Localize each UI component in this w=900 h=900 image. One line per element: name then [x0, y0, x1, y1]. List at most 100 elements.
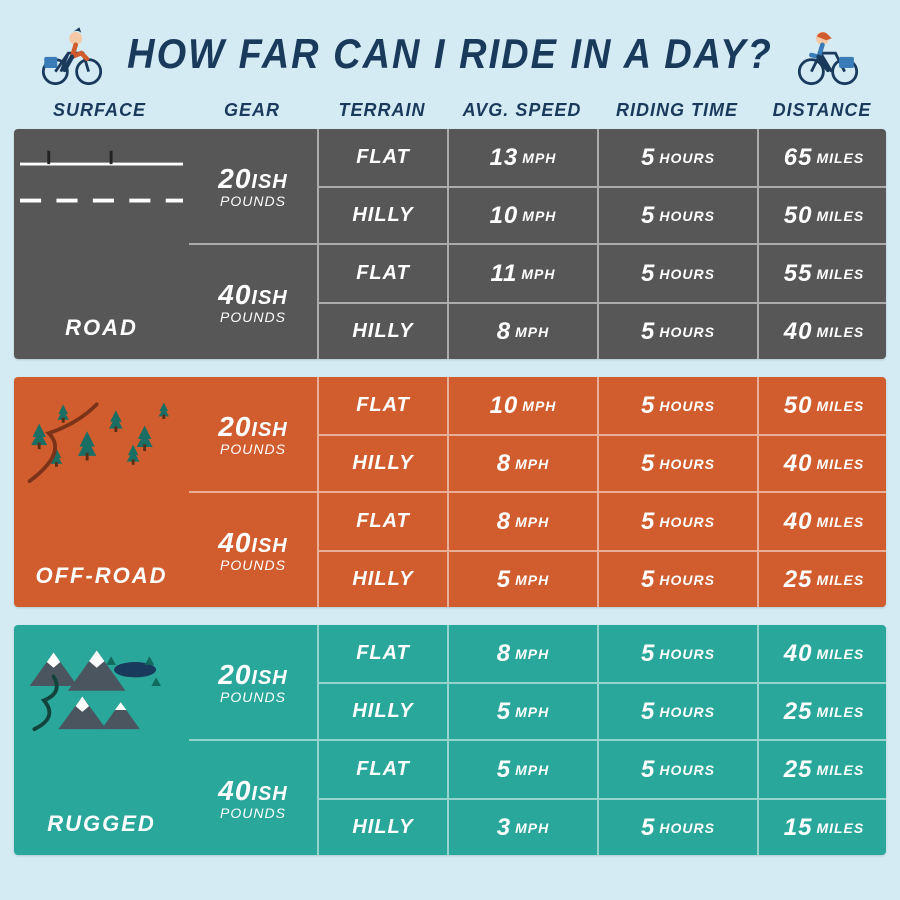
terrain-cell: HILLY [319, 800, 449, 855]
gear-cell: 40ISH POUNDS [189, 493, 319, 607]
gear-block: 40ISH POUNDSFLAT11MPH5HOURS55MILESHILLY8… [189, 243, 886, 359]
terrain-cell: HILLY [319, 188, 449, 243]
distance-cell: 25MILES [759, 684, 886, 739]
gear-block: 20ISH POUNDSFLAT13MPH5HOURS65MILESHILLY1… [189, 129, 886, 243]
speed-cell: 11MPH [449, 245, 599, 302]
terrain-cell: HILLY [319, 436, 449, 491]
section-rugged: RUGGED20ISH POUNDSFLAT8MPH5HOURS40MILESH… [14, 625, 886, 855]
terrain-cell: HILLY [319, 304, 449, 359]
speed-cell: 10MPH [449, 188, 599, 243]
gear-cell: 40ISH POUNDS [189, 741, 319, 855]
section-road: ROAD20ISH POUNDSFLAT13MPH5HOURS65MILESHI… [14, 129, 886, 359]
table-row: FLAT10MPH5HOURS50MILES [319, 377, 886, 434]
gear-unit: POUNDS [220, 309, 286, 325]
rows-wrap: 20ISH POUNDSFLAT10MPH5HOURS50MILESHILLY8… [189, 377, 886, 607]
distance-cell: 25MILES [759, 552, 886, 607]
table-row: HILLY3MPH5HOURS15MILES [319, 798, 886, 855]
cyclist-right-icon [791, 18, 865, 92]
rows-wrap: 20ISH POUNDSFLAT8MPH5HOURS40MILESHILLY5M… [189, 625, 886, 855]
table-row: FLAT13MPH5HOURS65MILES [319, 129, 886, 186]
table-row: FLAT5MPH5HOURS25MILES [319, 741, 886, 798]
table-row: HILLY8MPH5HOURS40MILES [319, 302, 886, 359]
distance-cell: 40MILES [759, 493, 886, 550]
table-row: HILLY8MPH5HOURS40MILES [319, 434, 886, 491]
time-cell: 5HOURS [599, 188, 759, 243]
gear-unit: POUNDS [220, 557, 286, 573]
time-cell: 5HOURS [599, 129, 759, 186]
distance-cell: 15MILES [759, 800, 886, 855]
header-gear: GEAR [187, 100, 317, 121]
table-row: FLAT8MPH5HOURS40MILES [319, 625, 886, 682]
distance-cell: 65MILES [759, 129, 886, 186]
terrain-cell: FLAT [319, 129, 449, 186]
terrain-cell: FLAT [319, 625, 449, 682]
terrain-cell: HILLY [319, 552, 449, 607]
time-cell: 5HOURS [599, 684, 759, 739]
time-cell: 5HOURS [599, 245, 759, 302]
column-headers: SURFACE GEAR TERRAIN AVG. SPEED RIDING T… [0, 100, 900, 129]
gear-block: 40ISH POUNDSFLAT5MPH5HOURS25MILESHILLY3M… [189, 739, 886, 855]
speed-cell: 8MPH [449, 436, 599, 491]
terrain-cell: FLAT [319, 493, 449, 550]
time-cell: 5HOURS [599, 436, 759, 491]
speed-cell: 10MPH [449, 377, 599, 434]
data-rows: FLAT5MPH5HOURS25MILESHILLY3MPH5HOURS15MI… [319, 741, 886, 855]
gear-cell: 20ISH POUNDS [189, 625, 319, 739]
data-rows: FLAT13MPH5HOURS65MILESHILLY10MPH5HOURS50… [319, 129, 886, 243]
speed-cell: 5MPH [449, 741, 599, 798]
surface-cell: RUGGED [14, 625, 189, 855]
gear-amount: 40ISH [218, 527, 288, 559]
time-cell: 5HOURS [599, 625, 759, 682]
time-cell: 5HOURS [599, 800, 759, 855]
rows-wrap: 20ISH POUNDSFLAT13MPH5HOURS65MILESHILLY1… [189, 129, 886, 359]
distance-cell: 50MILES [759, 377, 886, 434]
gear-unit: POUNDS [220, 441, 286, 457]
speed-cell: 5MPH [449, 684, 599, 739]
speed-cell: 8MPH [449, 493, 599, 550]
header-riding-time: RIDING TIME [597, 100, 757, 121]
terrain-cell: HILLY [319, 684, 449, 739]
trees-art-icon [20, 383, 183, 493]
speed-cell: 8MPH [449, 625, 599, 682]
data-rows: FLAT11MPH5HOURS55MILESHILLY8MPH5HOURS40M… [319, 245, 886, 359]
table-row: HILLY10MPH5HOURS50MILES [319, 186, 886, 243]
gear-unit: POUNDS [220, 193, 286, 209]
gear-cell: 20ISH POUNDS [189, 377, 319, 491]
terrain-cell: FLAT [319, 741, 449, 798]
header-avg-speed: AVG. SPEED [447, 100, 597, 121]
time-cell: 5HOURS [599, 552, 759, 607]
gear-block: 20ISH POUNDSFLAT8MPH5HOURS40MILESHILLY5M… [189, 625, 886, 739]
surface-cell: OFF-ROAD [14, 377, 189, 607]
time-cell: 5HOURS [599, 304, 759, 359]
gear-cell: 20ISH POUNDS [189, 129, 319, 243]
gear-amount: 20ISH [218, 659, 288, 691]
distance-cell: 40MILES [759, 304, 886, 359]
title-row: HOW FAR CAN I RIDE IN A DAY? [0, 0, 900, 100]
gear-amount: 40ISH [218, 279, 288, 311]
distance-cell: 50MILES [759, 188, 886, 243]
header-distance: DISTANCE [757, 100, 887, 121]
surface-label: RUGGED [47, 811, 156, 837]
gear-cell: 40ISH POUNDS [189, 245, 319, 359]
distance-cell: 55MILES [759, 245, 886, 302]
surface-cell: ROAD [14, 129, 189, 359]
section-off-road: OFF-ROAD20ISH POUNDSFLAT10MPH5HOURS50MIL… [14, 377, 886, 607]
mountains-art-icon [20, 631, 183, 741]
speed-cell: 13MPH [449, 129, 599, 186]
gear-amount: 40ISH [218, 775, 288, 807]
data-rows: FLAT8MPH5HOURS40MILESHILLY5MPH5HOURS25MI… [319, 493, 886, 607]
gear-block: 20ISH POUNDSFLAT10MPH5HOURS50MILESHILLY8… [189, 377, 886, 491]
header-surface: SURFACE [12, 100, 187, 121]
road-art-icon [20, 135, 183, 245]
table-row: FLAT8MPH5HOURS40MILES [319, 493, 886, 550]
table-row: HILLY5MPH5HOURS25MILES [319, 550, 886, 607]
gear-unit: POUNDS [220, 689, 286, 705]
speed-cell: 8MPH [449, 304, 599, 359]
speed-cell: 5MPH [449, 552, 599, 607]
gear-unit: POUNDS [220, 805, 286, 821]
gear-amount: 20ISH [218, 411, 288, 443]
terrain-cell: FLAT [319, 377, 449, 434]
time-cell: 5HOURS [599, 377, 759, 434]
gear-block: 40ISH POUNDSFLAT8MPH5HOURS40MILESHILLY5M… [189, 491, 886, 607]
time-cell: 5HOURS [599, 741, 759, 798]
